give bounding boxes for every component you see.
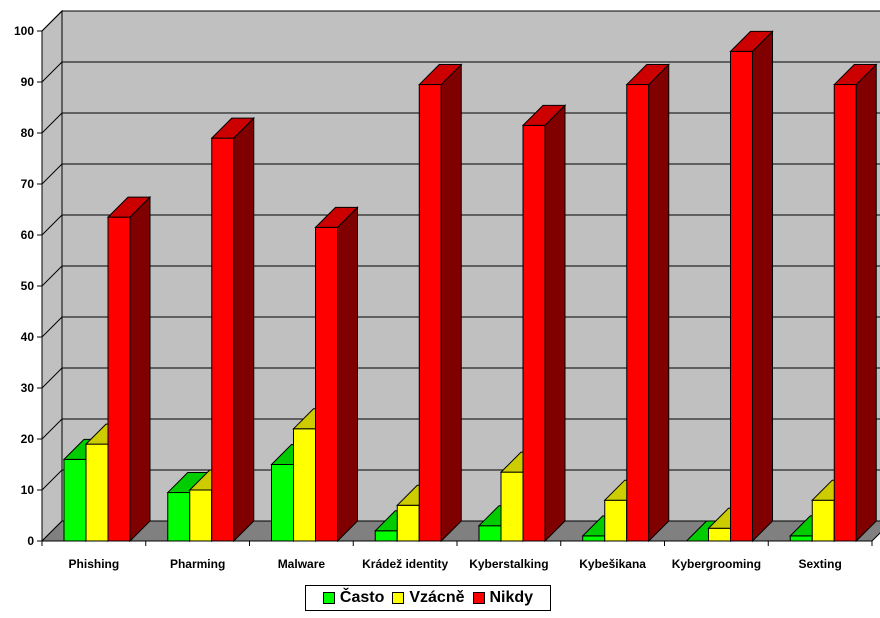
legend-item-casto: Často [322,589,385,607]
bar-side [440,63,462,543]
bar [271,464,294,542]
bar [478,525,502,542]
gridline-side [41,214,63,236]
legend-item-vzacne: Vzácně [392,589,465,607]
bar-top [521,104,567,126]
bar-top [418,64,463,86]
bar [189,489,213,542]
bar-side [752,30,773,543]
bar [107,216,131,542]
y-tick-label: 0 [27,534,34,548]
bar-top [106,196,152,218]
bar-side [855,63,877,543]
bar [522,124,546,542]
y-tick-label: 60 [21,228,35,242]
bar-side [337,206,358,543]
bar [418,84,442,542]
bar-top [833,64,878,86]
gridline-side [41,469,63,491]
bar [811,499,835,542]
bar [626,84,650,542]
bar [582,535,606,542]
legend-label-casto: Často [339,589,385,606]
bar [833,84,857,542]
x-tick-label: Kybešikana [579,557,646,571]
legend-swatch-casto [322,592,335,604]
bar [211,137,235,542]
y-tick-label: 40 [21,330,35,344]
legend-label-nikdy: Nikdy [489,589,534,606]
legend-label-vzacne: Vzácně [409,589,465,606]
bar [63,458,87,542]
bar-side [233,116,255,543]
x-tick-label: Krádež identity [362,557,448,571]
gridline-side [41,61,63,83]
gridline-side [41,163,63,185]
bar [315,226,338,542]
y-tick-label: 20 [21,432,35,446]
bar [604,499,628,542]
bar-side [129,195,151,543]
legend-swatch-vzacne [392,592,405,604]
bar [730,50,753,542]
gridline-side [41,316,63,338]
bar-top [729,30,774,52]
bar [708,527,731,542]
y-tick-label: 30 [21,381,35,395]
bar-top [210,117,255,139]
x-tick-label: Malware [278,557,326,571]
gridline-side [41,367,63,389]
bar [85,443,109,542]
legend-item-nikdy: Nikdy [472,589,534,607]
y-tick-label: 10 [21,483,35,497]
bar-side [544,104,566,543]
gridline-side [41,418,63,440]
gridline-side [41,10,63,32]
bar [396,504,420,542]
gridline-side [41,112,63,134]
y-tick-label: 50 [21,279,35,293]
bar [374,530,398,542]
bar-top [314,206,359,228]
legend: Často Vzácně Nikdy [305,585,551,611]
y-tick-label: 70 [21,177,35,191]
bar-side [648,63,670,543]
bar-top [625,64,670,86]
bar [789,535,813,542]
x-tick-label: Kybergrooming [672,557,761,571]
x-tick-label: Pharming [170,557,225,571]
gridline-side [41,265,63,287]
y-tick-label: 100 [14,24,34,38]
legend-swatch-nikdy [472,592,485,604]
y-tick-label: 80 [21,126,35,140]
bar [167,492,191,542]
y-tick-label: 90 [21,75,35,89]
x-tick-label: Phishing [69,557,120,571]
bar [293,428,316,542]
x-tick-label: Sexting [798,557,841,571]
x-tick-label: Kyberstalking [469,557,548,571]
bar [500,471,524,542]
